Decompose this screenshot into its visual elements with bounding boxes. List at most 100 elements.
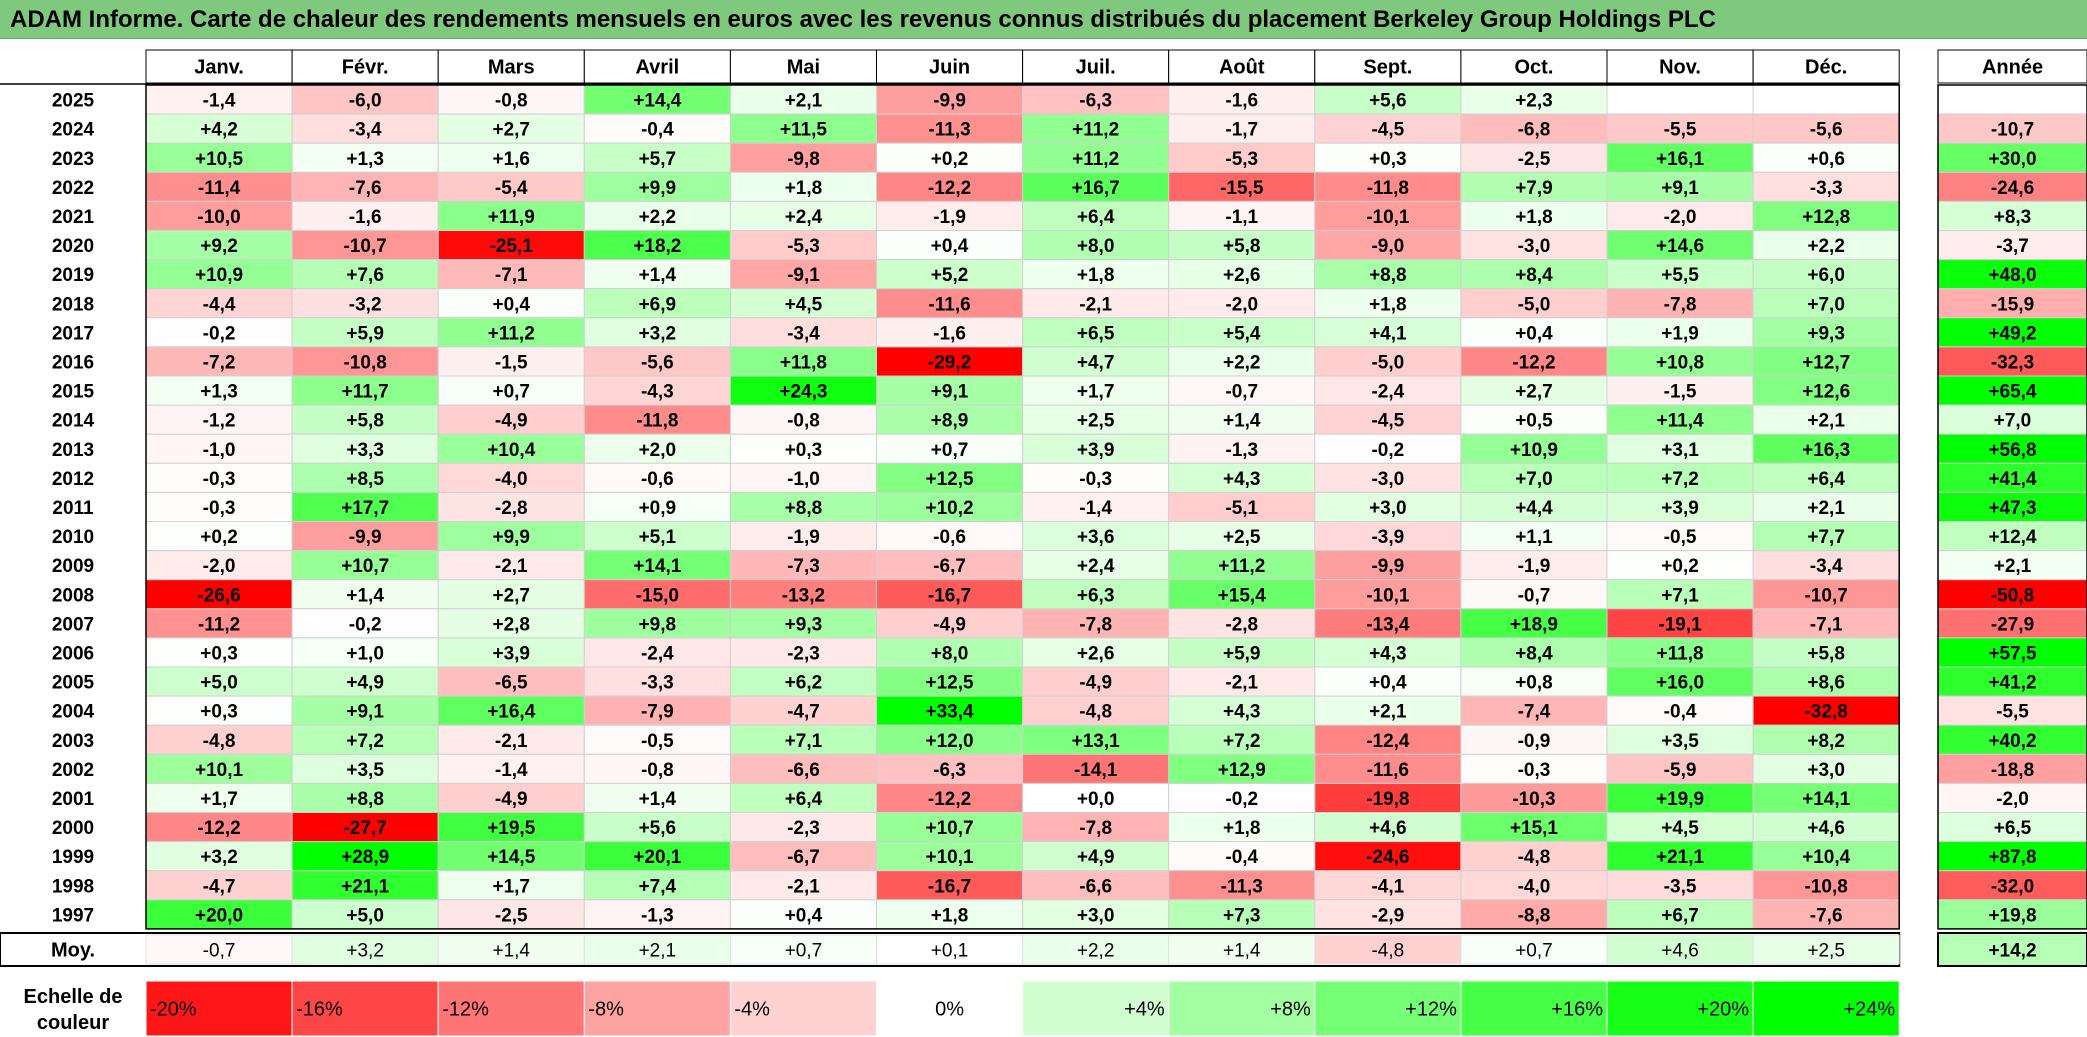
heatmap-cell — [145, 84, 293, 115]
cell-value: -10,1 — [1366, 207, 1410, 228]
cell-value: +2,6 — [1223, 265, 1261, 286]
cell-value: +2,4 — [1077, 556, 1115, 577]
heatmap-cell — [1752, 462, 1900, 493]
heatmap-cell — [583, 346, 731, 377]
cell-value: +1,7 — [492, 876, 530, 897]
month-header-2: Févr. — [342, 57, 389, 79]
cell-value: -6,6 — [787, 760, 820, 781]
heatmap-cell — [583, 753, 731, 784]
cell-value: -5,0 — [1371, 352, 1404, 373]
average-value: +0,7 — [1515, 941, 1553, 962]
cell-value: +0,9 — [639, 498, 677, 519]
heatmap-cell — [1606, 84, 1754, 115]
cell-value: +4,6 — [1807, 818, 1845, 839]
heatmap-cell — [1314, 171, 1462, 202]
cell-value: +4,5 — [785, 294, 823, 315]
cell-value: +8,8 — [346, 789, 384, 810]
cell-value: -3,3 — [641, 673, 674, 694]
year-label: 2002 — [52, 760, 94, 781]
cell-value: -3,4 — [787, 323, 820, 344]
scale-tick: -4% — [734, 999, 770, 1021]
cell-value: +3,2 — [200, 847, 238, 868]
cell-value: +1,9 — [1661, 323, 1699, 344]
cell-value: -12,4 — [1366, 731, 1410, 752]
cell-value: -4,7 — [203, 876, 236, 897]
heatmap-cell — [1752, 288, 1900, 319]
cell-value: +2,7 — [1515, 382, 1553, 403]
cell-value: -2,1 — [1225, 673, 1258, 694]
heatmap-cell — [583, 288, 731, 319]
month-header-cell — [291, 49, 439, 84]
annual-value: +2,1 — [1994, 556, 2032, 577]
heatmap-cell — [437, 637, 585, 668]
month-header-7: Juil. — [1076, 57, 1116, 79]
heatmap-cell — [291, 491, 439, 522]
heatmap-cell — [876, 870, 1024, 901]
cell-value: -9,0 — [1371, 236, 1404, 257]
cell-value: +10,1 — [926, 847, 975, 868]
annual-value: -18,8 — [1991, 760, 2034, 781]
cell-value: +1,8 — [1223, 818, 1261, 839]
average-cell — [1606, 934, 1754, 965]
heatmap-cell — [1168, 579, 1316, 610]
heatmap-cell — [437, 288, 585, 319]
heatmap-cell — [1606, 870, 1754, 901]
cell-value: -0,4 — [1225, 847, 1258, 868]
heatmap-cell — [1168, 375, 1316, 406]
cell-value: -11,4 — [198, 178, 241, 199]
cell-value: -1,4 — [495, 760, 528, 781]
cell-value: -10,0 — [197, 207, 240, 228]
heatmap-cell — [583, 841, 731, 872]
cell-value: -2,9 — [1371, 905, 1404, 926]
cell-value: +6,4 — [1807, 469, 1845, 490]
heatmap-cell — [1460, 404, 1608, 435]
month-header-8: Août — [1219, 57, 1265, 79]
heatmap-cell — [437, 550, 585, 581]
heatmap-cell — [437, 404, 585, 435]
year-label: 2013 — [52, 440, 94, 461]
cell-value: +9,3 — [785, 614, 823, 635]
heatmap-cell — [583, 579, 731, 610]
cell-value: -1,9 — [1518, 556, 1551, 577]
cell-value: +5,8 — [1223, 236, 1261, 257]
cell-value: +0,4 — [492, 294, 530, 315]
cell-value: -0,3 — [203, 469, 236, 490]
year-label: 1997 — [52, 905, 94, 926]
cell-value: +16,1 — [1656, 149, 1705, 170]
cell-value: +0,4 — [785, 905, 823, 926]
heatmap-cell — [729, 550, 878, 581]
heatmap-cell — [1460, 433, 1608, 464]
cell-value: -1,6 — [1225, 91, 1258, 112]
cell-value: -2,3 — [787, 643, 820, 664]
heatmap-cell — [1752, 812, 1900, 843]
cell-value: +5,0 — [200, 673, 238, 694]
heatmap-cell — [145, 230, 293, 261]
cell-value: +3,0 — [1807, 760, 1845, 781]
cell-value: +21,1 — [1656, 847, 1705, 868]
cell-value: +3,9 — [492, 643, 530, 664]
heatmap-cell — [291, 142, 439, 173]
heatmap-cell — [1022, 637, 1170, 668]
annual-value: +87,8 — [1988, 847, 2036, 868]
cell-value: +12,8 — [1802, 207, 1850, 228]
cell-value: -1,2 — [203, 411, 236, 432]
cell-value: +8,8 — [1369, 265, 1407, 286]
heatmap-cell — [1606, 782, 1754, 814]
cell-value: +0,2 — [931, 149, 969, 170]
cell-value: +7,1 — [785, 731, 823, 752]
heatmap-cell — [291, 637, 439, 668]
cell-value: +16,3 — [1802, 440, 1850, 461]
annual-value: +6,5 — [1994, 818, 2032, 839]
year-label: 2011 — [52, 498, 94, 519]
heatmap-cell — [145, 695, 293, 726]
heatmap-cell — [1022, 782, 1170, 814]
month-header-6: Juin — [929, 57, 970, 79]
heatmap-cell — [1022, 841, 1170, 872]
cell-value: -10,7 — [343, 236, 386, 257]
cell-value: +9,1 — [931, 382, 969, 403]
annual-value: +48,0 — [1988, 265, 2036, 286]
cell-value: -3,0 — [1518, 236, 1551, 257]
cell-value: +7,2 — [346, 731, 384, 752]
heatmap-cell — [1752, 171, 1900, 202]
cell-value: +2,2 — [1807, 236, 1845, 257]
